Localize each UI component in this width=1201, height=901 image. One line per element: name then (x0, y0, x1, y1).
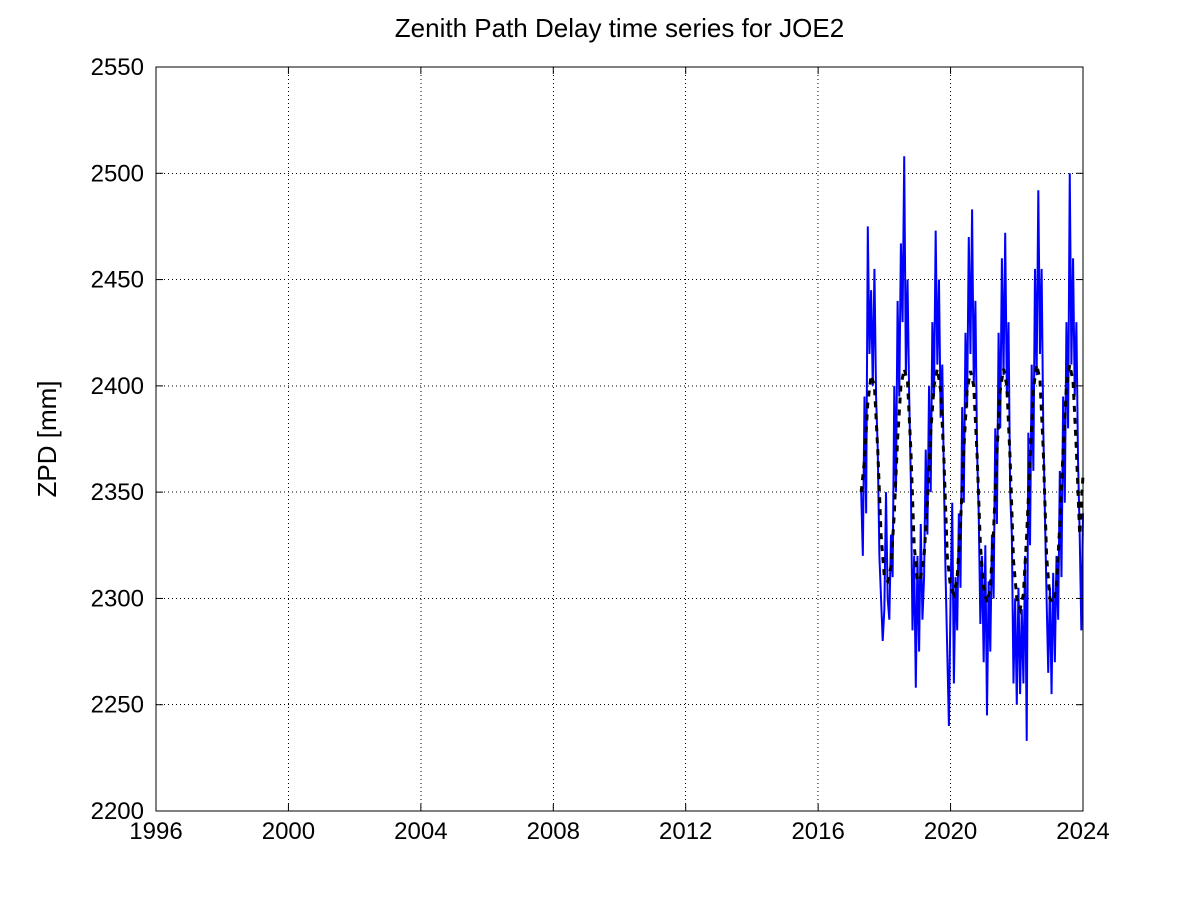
ytick-label: 2300 (91, 585, 144, 612)
chart-title: Zenith Path Delay time series for JOE2 (395, 13, 844, 43)
xtick-label: 2008 (527, 818, 580, 845)
xtick-label: 2020 (924, 818, 977, 845)
ytick-label: 2500 (91, 160, 144, 187)
chart-svg: 1996200020042008201220162020202422002250… (0, 0, 1201, 901)
xtick-label: 2016 (791, 818, 844, 845)
y-axis-label: ZPD [mm] (32, 381, 62, 498)
ytick-label: 2250 (91, 692, 144, 719)
ytick-label: 2550 (91, 54, 144, 81)
xtick-label: 2024 (1056, 818, 1109, 845)
series-zpd-raw (861, 156, 1083, 741)
xtick-label: 2000 (262, 818, 315, 845)
ytick-label: 2400 (91, 373, 144, 400)
xtick-label: 2012 (659, 818, 712, 845)
chart-container: 1996200020042008201220162020202422002250… (0, 0, 1201, 901)
ytick-label: 2350 (91, 479, 144, 506)
ytick-label: 2450 (91, 267, 144, 294)
xtick-label: 2004 (394, 818, 447, 845)
ytick-label: 2200 (91, 798, 144, 825)
